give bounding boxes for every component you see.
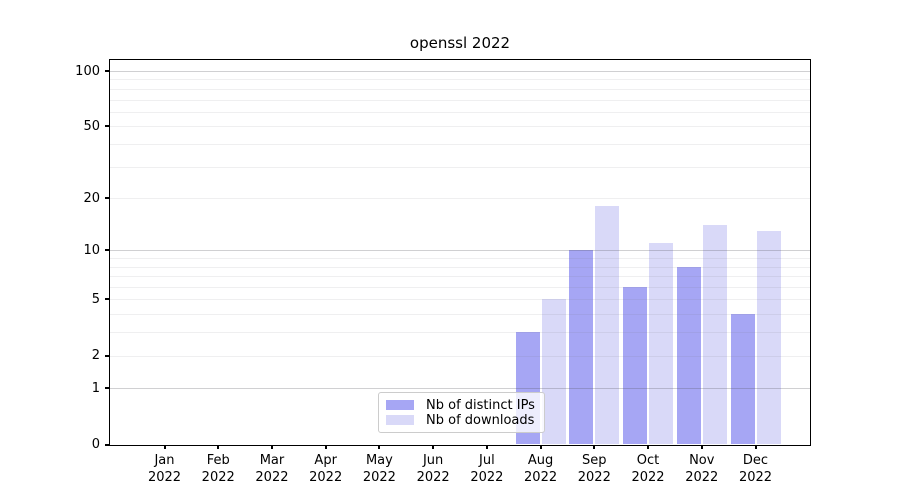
ytick-label-1: 1: [91, 380, 100, 396]
xtick-month: Jan: [154, 453, 175, 468]
xtick-label-nov: Nov 2022: [672, 452, 732, 486]
legend-entry-downloads: Nb of downloads: [386, 412, 536, 428]
gridline-90: [110, 79, 810, 81]
xtick-month: Jun: [422, 453, 444, 468]
xtick-label-feb: Feb 2022: [188, 452, 248, 486]
bar-distinct-ips-nov: [676, 266, 701, 445]
gridline-20: [110, 198, 810, 200]
xtick-year: 2022: [738, 470, 773, 485]
xtick-year: 2022: [577, 470, 611, 485]
xtick-month: Jul: [479, 453, 495, 468]
ytick-mark-50: [105, 125, 109, 128]
bar-distinct-ips-oct: [623, 287, 648, 445]
gridline-80: [110, 88, 810, 90]
xtick-month: Aug: [527, 453, 554, 468]
xtick-label-mar: Mar 2022: [242, 452, 302, 486]
ytick-mark-100: [105, 70, 109, 72]
gridline-50: [110, 126, 810, 128]
xtick-month: May: [365, 453, 393, 468]
xtick-month: Oct: [636, 453, 660, 468]
xtick-mark-oct: [647, 445, 650, 449]
xtick-mark-aug: [539, 445, 542, 449]
bar-downloads-nov: [702, 225, 727, 445]
legend-label-downloads: Nb of downloads: [426, 412, 535, 428]
xtick-label-aug: Aug 2022: [511, 452, 571, 486]
ytick-label-50: 50: [83, 118, 100, 134]
xtick-year: 2022: [309, 470, 343, 485]
legend-swatch-downloads: [386, 415, 414, 425]
ytick-mark-0: [105, 443, 109, 446]
xtick-mark-apr: [324, 445, 327, 449]
legend: Nb of distinct IPs Nb of downloads: [378, 392, 545, 433]
xtick-label-dec: Dec 2022: [726, 452, 786, 486]
xtick-mark-may: [378, 445, 381, 449]
bar-downloads-dec: [756, 230, 781, 445]
gridline-100: [110, 71, 810, 72]
chart-title: openssl 2022: [409, 34, 511, 52]
ytick-mark-20: [105, 197, 109, 200]
ytick-label-2: 2: [91, 348, 100, 364]
bar-distinct-ips-dec: [730, 314, 755, 445]
xtick-year: 2022: [362, 470, 396, 485]
xtick-mark-jul: [485, 445, 488, 449]
xtick-mark-mar: [270, 445, 273, 449]
xtick-label-jan: Jan 2022: [135, 452, 195, 486]
xtick-mark-jun: [432, 445, 435, 449]
ytick-label-20: 20: [83, 190, 100, 206]
xtick-mark-dec: [754, 445, 757, 449]
xtick-month: Sep: [582, 453, 607, 468]
ytick-label-10: 10: [83, 242, 100, 258]
xtick-year: 2022: [685, 470, 719, 485]
bar-downloads-sep: [595, 206, 620, 445]
gridline-70: [110, 99, 810, 101]
xtick-label-jul: Jul 2022: [457, 452, 517, 486]
ytick-label-0: 0: [91, 437, 100, 452]
ytick-label-5: 5: [91, 291, 100, 307]
xtick-year: 2022: [416, 470, 450, 485]
xtick-label-jun: Jun 2022: [403, 452, 463, 486]
legend-entry-distinct-ips: Nb of distinct IPs: [386, 397, 536, 413]
ytick-mark-1: [105, 387, 109, 390]
xtick-year: 2022: [255, 470, 289, 485]
xtick-mark-nov: [700, 445, 703, 449]
bar-distinct-ips-sep: [569, 250, 594, 445]
xtick-month: Apr: [314, 453, 337, 468]
gridline-40: [110, 143, 810, 145]
xtick-label-may: May 2022: [349, 452, 409, 486]
legend-label-distinct-ips: Nb of distinct IPs: [426, 397, 535, 413]
xtick-mark-jan: [163, 445, 166, 449]
bar-downloads-aug: [541, 299, 566, 445]
xtick-mark-sep: [593, 445, 596, 449]
legend-swatch-distinct-ips: [386, 400, 414, 410]
ytick-mark-10: [105, 249, 109, 252]
xtick-month: Feb: [206, 453, 230, 468]
xtick-year: 2022: [147, 470, 182, 485]
ytick-label-100: 100: [75, 63, 100, 79]
xtick-year: 2022: [631, 470, 665, 485]
xtick-label-oct: Oct 2022: [618, 452, 678, 486]
xtick-month: Dec: [742, 453, 769, 468]
gridline-30: [110, 166, 810, 168]
ytick-mark-5: [105, 298, 109, 301]
xtick-mark-feb: [217, 445, 220, 449]
xtick-label-apr: Apr 2022: [296, 452, 356, 486]
plot-area: 0 1 2 5 10 20 50 100 Jan 2022 Feb 2022 Mar 2022 Apr 202…: [75, 59, 811, 485]
xtick-month: Mar: [259, 453, 285, 468]
xtick-year: 2022: [201, 470, 235, 485]
xtick-label-sep: Sep 2022: [564, 452, 624, 486]
ytick-mark-2: [105, 354, 109, 357]
xtick-month: Nov: [689, 453, 715, 468]
xtick-year: 2022: [524, 470, 558, 485]
gridline-60: [110, 111, 810, 113]
bar-downloads-oct: [649, 243, 674, 445]
xtick-year: 2022: [470, 470, 504, 485]
